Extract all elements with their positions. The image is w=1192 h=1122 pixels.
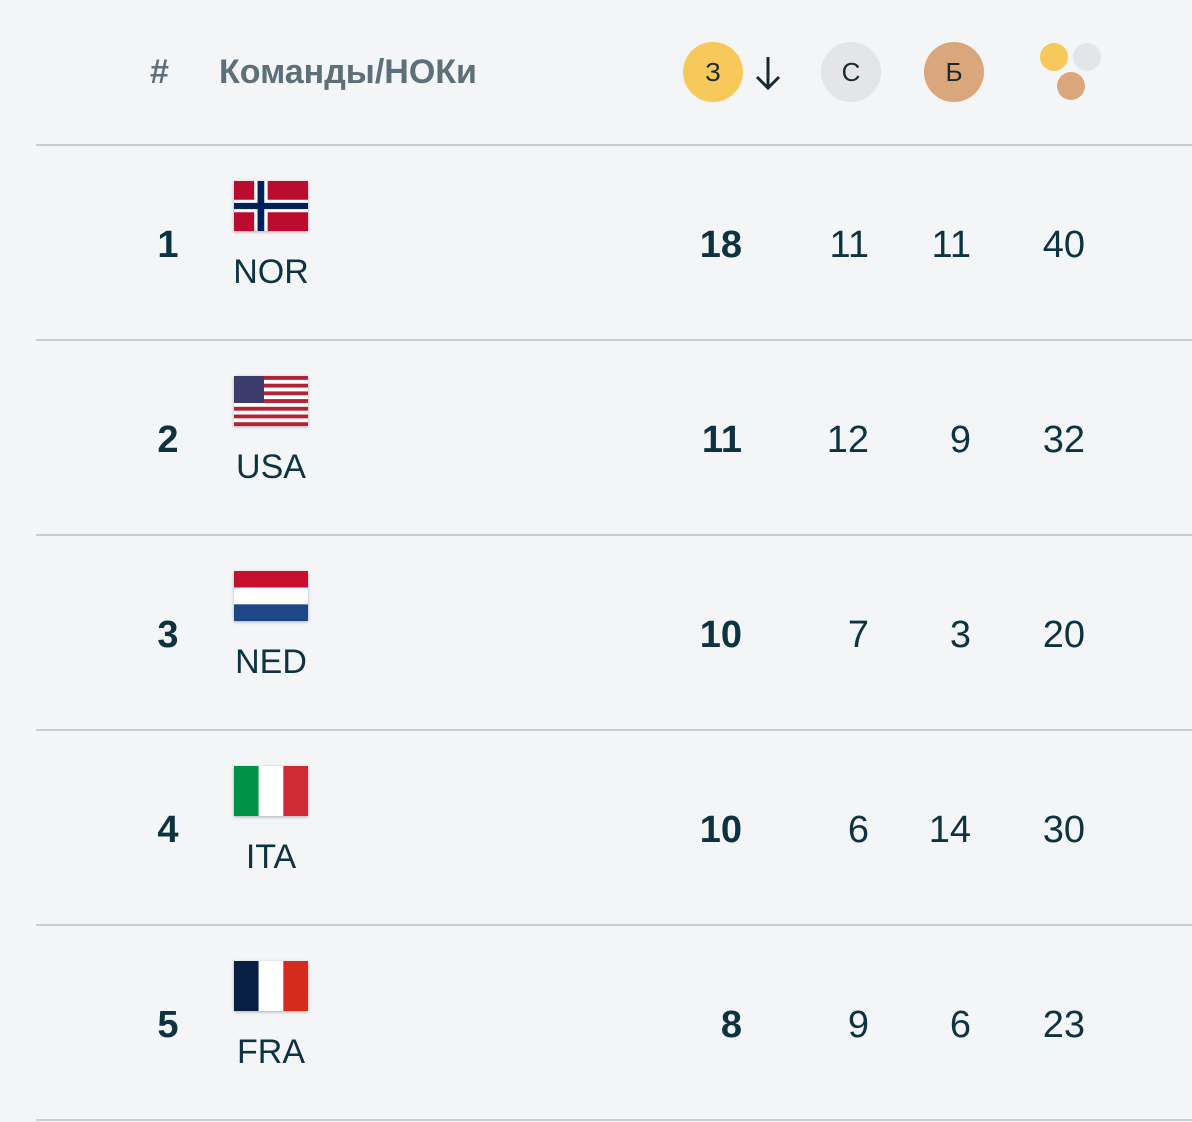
gold-count: 11 — [701, 419, 742, 461]
gold-count: 18 — [699, 224, 742, 266]
gold-count: 8 — [720, 1004, 742, 1046]
rank: 4 — [157, 809, 179, 851]
rank: 5 — [157, 1004, 179, 1046]
bronze-count: 11 — [931, 224, 971, 266]
team-code: FRA — [237, 1033, 305, 1071]
team-code: NOR — [233, 253, 309, 291]
bronze-count: 14 — [928, 809, 971, 851]
total-count: 40 — [1042, 224, 1085, 266]
gold-count: 10 — [699, 614, 742, 656]
team-code: USA — [236, 448, 306, 486]
divider — [36, 729, 1192, 731]
sort-arrow — [755, 57, 781, 91]
total-icon[interactable] — [1036, 40, 1106, 104]
silver-count: 7 — [847, 614, 869, 656]
bronze-count: 9 — [949, 419, 971, 461]
silver-count: 9 — [847, 1004, 869, 1046]
gold-count: 10 — [699, 809, 742, 851]
silver-count: 6 — [847, 809, 869, 851]
flag-ned — [234, 571, 308, 621]
silver-count: 11 — [829, 224, 869, 266]
rank: 3 — [157, 614, 179, 656]
total-count: 20 — [1042, 614, 1085, 656]
divider — [36, 534, 1192, 536]
gold-header[interactable]: З — [683, 42, 743, 102]
team-code: NED — [235, 643, 307, 681]
team-code: ITA — [245, 838, 297, 876]
rank: 2 — [157, 419, 179, 461]
total-count: 23 — [1042, 1004, 1085, 1046]
flag-nor — [234, 181, 308, 231]
bronze-count: 6 — [949, 1004, 971, 1046]
bronze-header[interactable]: Б — [924, 42, 984, 102]
team-header: Команды/НОКи — [219, 53, 477, 91]
rank-header: # — [150, 53, 169, 91]
total-count: 32 — [1042, 419, 1085, 461]
bronze-count: 3 — [949, 614, 971, 656]
flag-ita — [234, 766, 308, 816]
silver-count: 12 — [826, 419, 869, 461]
divider — [36, 339, 1192, 341]
flag-usa — [234, 376, 308, 426]
total-count: 30 — [1042, 809, 1085, 851]
divider — [36, 924, 1192, 926]
silver-header[interactable]: С — [821, 42, 881, 102]
divider — [36, 144, 1192, 146]
divider — [36, 1119, 1192, 1121]
flag-fra — [234, 961, 308, 1011]
rank: 1 — [157, 224, 179, 266]
